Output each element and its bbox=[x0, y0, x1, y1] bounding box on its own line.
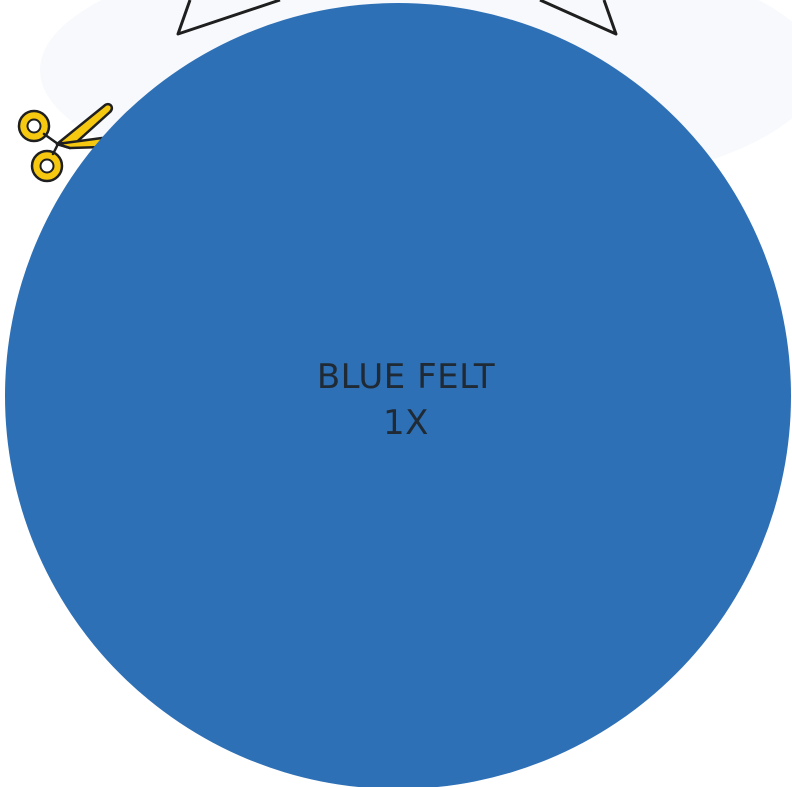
felt-label: BLUE FELT 1X bbox=[206, 354, 606, 446]
scissors-icon bbox=[17, 102, 114, 183]
star-outline-shape bbox=[176, 0, 618, 36]
blue-felt-circle-piece bbox=[5, 3, 791, 787]
material-name: BLUE FELT bbox=[316, 357, 496, 397]
quantity-label: 1X bbox=[383, 403, 429, 443]
